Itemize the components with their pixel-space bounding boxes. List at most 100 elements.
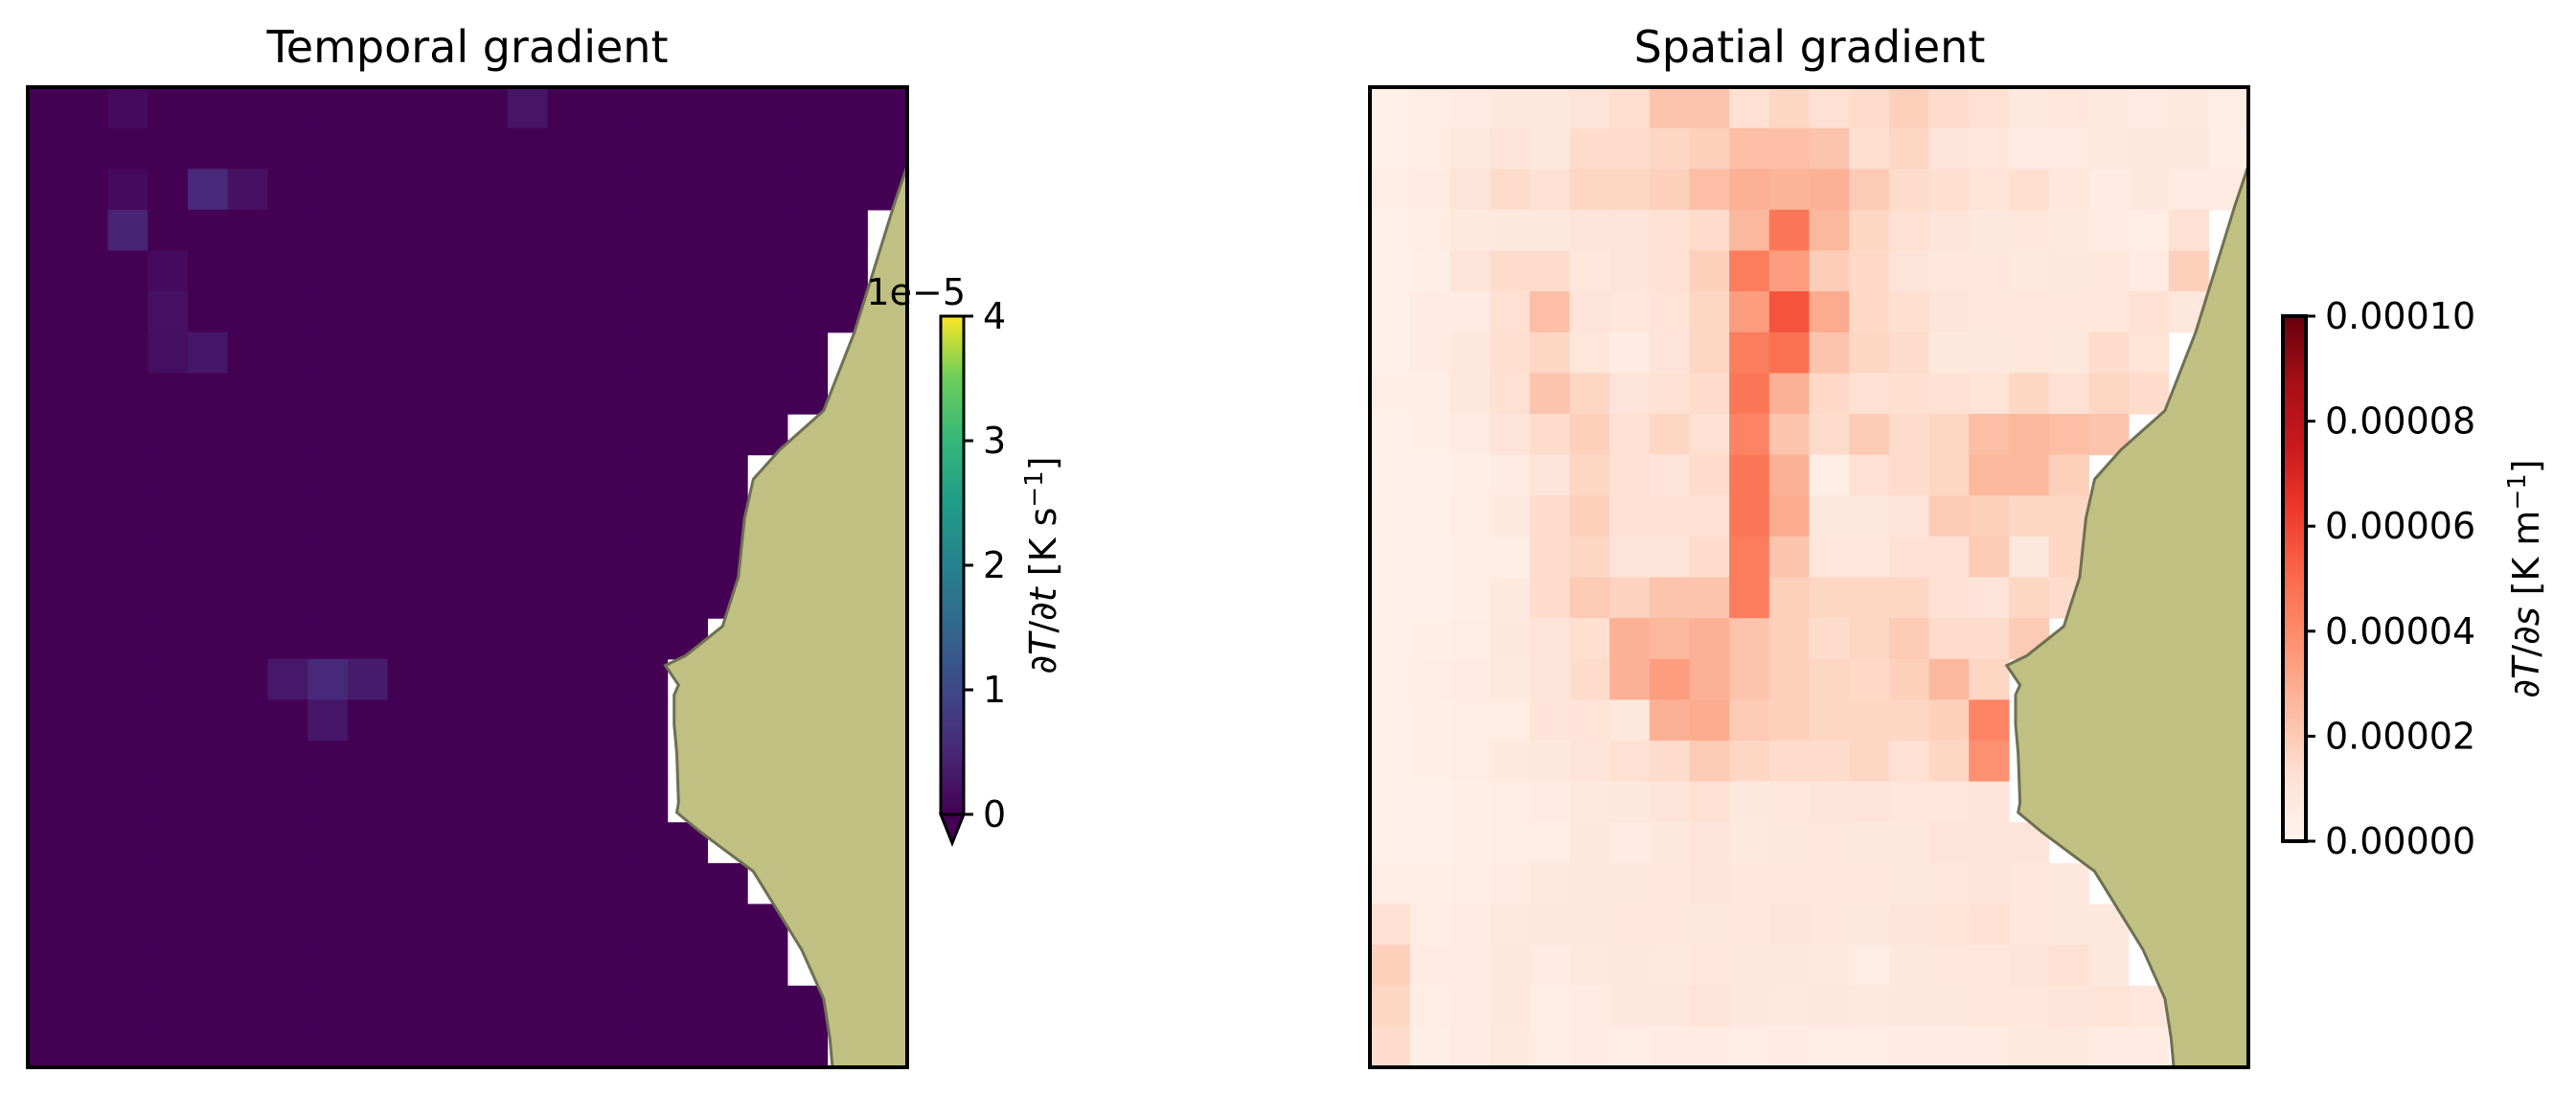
heatmap-cell bbox=[1609, 658, 1651, 700]
heatmap-cell bbox=[387, 577, 428, 619]
heatmap-cell bbox=[667, 331, 708, 374]
heatmap-cell bbox=[627, 209, 669, 252]
heatmap-cell bbox=[227, 87, 268, 129]
heatmap-cell bbox=[507, 169, 549, 211]
heatmap-cell bbox=[67, 414, 109, 456]
heatmap-cell bbox=[1768, 536, 1811, 579]
heatmap-cell bbox=[2128, 1026, 2170, 1068]
heatmap-cell bbox=[427, 536, 468, 579]
heatmap-cell bbox=[1809, 209, 1850, 252]
heatmap-cell bbox=[627, 781, 669, 823]
heatmap-cell bbox=[1849, 822, 1890, 864]
heatmap-cell bbox=[627, 87, 669, 129]
heatmap-cell bbox=[467, 536, 509, 579]
heatmap-cell bbox=[2048, 945, 2089, 987]
heatmap-cell bbox=[28, 862, 69, 905]
heatmap-cell bbox=[1849, 699, 1890, 742]
heatmap-cell bbox=[1849, 985, 1890, 1027]
heatmap-cell bbox=[1768, 209, 1811, 252]
heatmap-cell bbox=[387, 945, 428, 987]
heatmap-cell bbox=[1809, 945, 1850, 987]
heatmap-cell bbox=[1849, 127, 1890, 170]
heatmap-cell bbox=[2048, 127, 2089, 170]
heatmap-cell bbox=[1490, 577, 1531, 619]
heatmap-cell bbox=[1490, 454, 1531, 496]
heatmap-cell bbox=[1969, 373, 2010, 415]
heatmap-cell bbox=[2048, 250, 2089, 292]
heatmap-cell bbox=[667, 495, 708, 537]
heatmap-cell bbox=[1849, 495, 1890, 537]
heatmap-cell bbox=[1490, 822, 1531, 864]
heatmap-cell bbox=[1849, 658, 1890, 700]
heatmap-cell bbox=[627, 331, 669, 374]
heatmap-cell bbox=[308, 536, 349, 579]
heatmap-cell bbox=[1689, 577, 1730, 619]
heatmap-cell bbox=[1409, 87, 1450, 129]
heatmap-cell bbox=[627, 822, 669, 864]
heatmap-cell bbox=[2048, 169, 2089, 211]
heatmap-cell bbox=[2088, 1026, 2130, 1068]
heatmap-cell bbox=[1609, 781, 1651, 823]
heatmap-cell bbox=[1370, 87, 1411, 129]
heatmap-cell bbox=[1370, 373, 1411, 415]
heatmap-cell bbox=[786, 250, 829, 292]
heatmap-cell bbox=[308, 331, 349, 374]
heatmap-cell bbox=[1888, 536, 1930, 579]
heatmap-cell bbox=[28, 618, 69, 660]
heatmap-cell bbox=[107, 945, 148, 987]
heatmap-cell bbox=[1409, 373, 1450, 415]
colorbar-tick-label: 0.00010 bbox=[2325, 295, 2475, 337]
heatmap-cell bbox=[427, 495, 468, 537]
heatmap-cell bbox=[707, 454, 748, 496]
heatmap-cell bbox=[1529, 903, 1571, 946]
heatmap-cell bbox=[1928, 1026, 1970, 1068]
heatmap-cell bbox=[667, 250, 708, 292]
heatmap-cell bbox=[2088, 87, 2130, 129]
heatmap-cell bbox=[1409, 495, 1450, 537]
heatmap-cell bbox=[1729, 781, 1770, 823]
heatmap-cell bbox=[308, 209, 349, 252]
heatmap-cell bbox=[267, 862, 308, 905]
heatmap-cell bbox=[1689, 699, 1730, 742]
heatmap-cell bbox=[2128, 331, 2170, 374]
heatmap-cell bbox=[627, 618, 669, 660]
heatmap-cell bbox=[1449, 331, 1491, 374]
heatmap-cell bbox=[1969, 822, 2010, 864]
heatmap-cell bbox=[387, 903, 428, 946]
heatmap-cell bbox=[1529, 250, 1571, 292]
heatmap-cell bbox=[1689, 495, 1730, 537]
heatmap-cell bbox=[1370, 536, 1411, 579]
heatmap-cell bbox=[387, 454, 428, 496]
heatmap-cell bbox=[707, 414, 748, 456]
panel2-frame bbox=[1368, 85, 2250, 1069]
heatmap-cell bbox=[227, 331, 268, 374]
heatmap-cell bbox=[28, 985, 69, 1027]
heatmap-cell bbox=[67, 536, 109, 579]
heatmap-cell bbox=[507, 741, 549, 783]
panel2-colorbar-ticks: 0.00000 0.00002 0.00004 0.00006 0.00008 0.000… bbox=[2306, 295, 2475, 862]
heatmap-cell bbox=[1649, 862, 1691, 905]
heatmap-cell bbox=[347, 291, 389, 333]
heatmap-cell bbox=[2088, 945, 2130, 987]
heatmap-cell bbox=[1689, 291, 1730, 333]
heatmap-cell bbox=[1370, 169, 1411, 211]
heatmap-cell bbox=[1569, 741, 1610, 783]
colorbar-tick-label: 1 bbox=[983, 669, 1006, 711]
heatmap-cell bbox=[1569, 1026, 1610, 1068]
heatmap-cell bbox=[1409, 699, 1450, 742]
heatmap-cell bbox=[547, 414, 588, 456]
heatmap-cell bbox=[1449, 291, 1491, 333]
heatmap-cell bbox=[627, 127, 669, 170]
heatmap-cell bbox=[28, 945, 69, 987]
heatmap-cell bbox=[107, 862, 148, 905]
heatmap-cell bbox=[1969, 658, 2010, 700]
heatmap-cell bbox=[587, 87, 628, 129]
heatmap-cell bbox=[2088, 373, 2130, 415]
heatmap-cell bbox=[1928, 903, 1970, 946]
heatmap-cell bbox=[1449, 658, 1491, 700]
heatmap-cell bbox=[1768, 985, 1811, 1027]
heatmap-cell bbox=[587, 291, 628, 333]
heatmap-cell bbox=[1569, 862, 1610, 905]
heatmap-cell bbox=[308, 862, 349, 905]
